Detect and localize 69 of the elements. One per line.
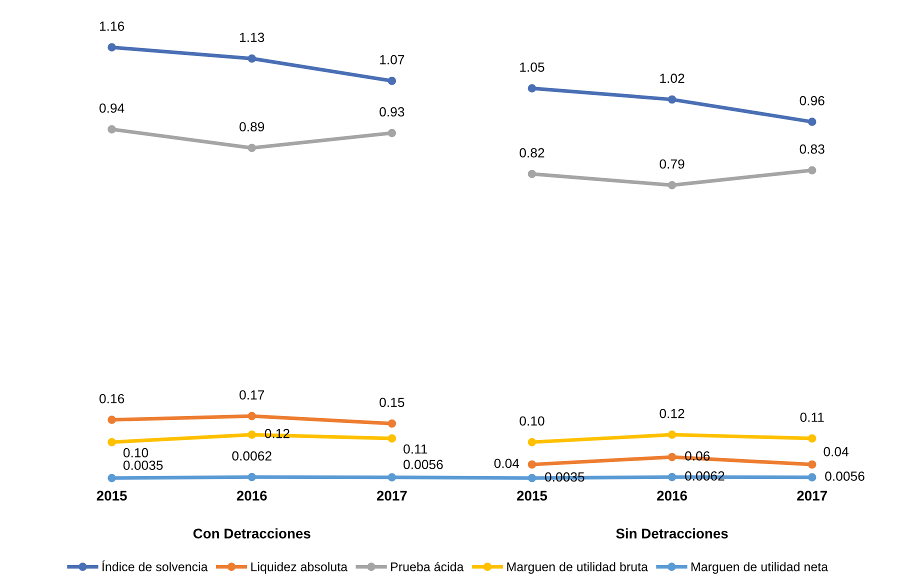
point bbox=[528, 170, 536, 178]
data-label: 0.79 bbox=[660, 159, 684, 169]
x-tick-label: 2015 bbox=[96, 490, 127, 501]
data-label: 0.04 bbox=[494, 458, 520, 468]
data-label: 1.05 bbox=[520, 62, 544, 72]
legend-label: Liquidez absoluta bbox=[251, 562, 348, 574]
data-label: 1.13 bbox=[240, 32, 264, 42]
data-label: 0.16 bbox=[99, 394, 124, 404]
data-label: 0.10 bbox=[520, 416, 544, 426]
data-label: 0.94 bbox=[99, 103, 124, 113]
data-label: 0.15 bbox=[380, 398, 404, 408]
point bbox=[108, 438, 116, 446]
data-label: 0.0056 bbox=[404, 460, 443, 470]
point bbox=[528, 474, 536, 482]
data-label: 0.11 bbox=[800, 412, 824, 422]
point bbox=[248, 144, 256, 152]
point bbox=[388, 128, 396, 138]
x-tick-label: 2016 bbox=[236, 490, 267, 501]
point bbox=[808, 166, 816, 174]
point bbox=[808, 118, 816, 126]
point bbox=[108, 416, 116, 424]
point bbox=[808, 473, 816, 482]
data-label: 0.17 bbox=[240, 390, 264, 400]
point bbox=[528, 438, 536, 446]
data-label: 0.12 bbox=[660, 408, 684, 418]
point bbox=[668, 95, 676, 104]
data-label: 0.04 bbox=[824, 447, 849, 456]
point bbox=[388, 76, 396, 86]
legend-label: Marguen de utilidad neta bbox=[691, 562, 828, 574]
point bbox=[108, 125, 116, 134]
point bbox=[528, 84, 536, 92]
x-tick-label: 2017 bbox=[797, 490, 827, 501]
data-label: 0.0035 bbox=[123, 460, 163, 470]
point bbox=[248, 54, 256, 63]
point bbox=[248, 412, 256, 420]
data-label: 0.10 bbox=[123, 448, 148, 458]
data-label: 1.16 bbox=[100, 22, 124, 31]
legend-label: Marguen de utilidad bruta bbox=[507, 562, 648, 574]
legend-label: Prueba ácida bbox=[391, 562, 464, 572]
legend-label: Índice de solvencia bbox=[102, 560, 208, 572]
point bbox=[108, 43, 116, 52]
data-label: 0.89 bbox=[240, 122, 264, 132]
point bbox=[808, 460, 816, 469]
point bbox=[108, 474, 116, 482]
point bbox=[248, 472, 256, 482]
point bbox=[388, 473, 396, 482]
data-label: 1.07 bbox=[380, 55, 404, 64]
data-label: 0.0062 bbox=[232, 451, 272, 461]
text: Con Detracciones bbox=[193, 528, 310, 538]
data-label: 0.82 bbox=[520, 148, 544, 158]
x-tick-label: 2017 bbox=[376, 490, 407, 501]
data-label: 0.11 bbox=[404, 444, 428, 454]
point bbox=[388, 434, 396, 443]
point bbox=[528, 460, 536, 469]
point bbox=[388, 419, 396, 428]
data-label: 0.83 bbox=[800, 144, 824, 154]
point bbox=[668, 472, 676, 482]
data-label: 0.93 bbox=[380, 107, 404, 117]
data-label: 0.96 bbox=[800, 96, 824, 106]
data-label: 0.0056 bbox=[825, 472, 864, 481]
x-tick-label: 2015 bbox=[517, 490, 548, 501]
data-label: 1.02 bbox=[660, 74, 684, 83]
point bbox=[668, 430, 676, 439]
point bbox=[668, 180, 676, 190]
point bbox=[668, 452, 676, 462]
text: Sin Detracciones bbox=[616, 528, 728, 538]
point bbox=[248, 430, 256, 439]
point bbox=[808, 434, 816, 443]
x-tick-label: 2016 bbox=[657, 490, 687, 501]
